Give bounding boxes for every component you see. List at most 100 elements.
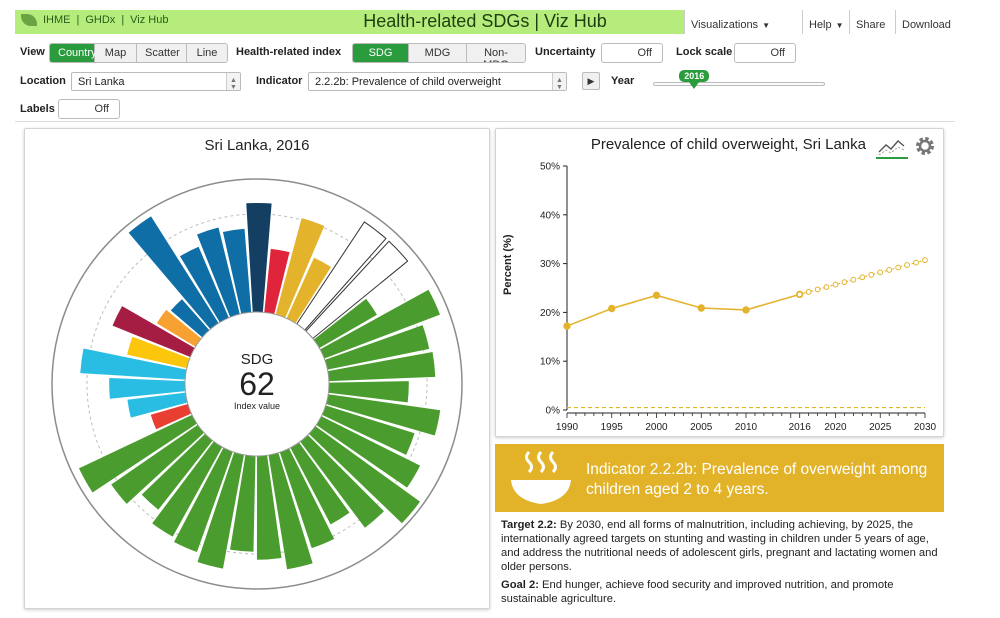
data-point[interactable]: [814, 286, 821, 293]
data-point[interactable]: [868, 271, 875, 278]
radial-bar[interactable]: [300, 434, 384, 528]
radial-bar[interactable]: [324, 325, 430, 370]
radial-bar[interactable]: [322, 405, 415, 455]
radial-bar[interactable]: [80, 348, 187, 380]
data-point[interactable]: [841, 279, 848, 286]
target-paragraph: Target 2.2: By 2030, end all forms of ma…: [501, 518, 938, 574]
radial-bar[interactable]: [197, 452, 244, 569]
y-tick-label: 30%: [540, 259, 560, 270]
visualizations-menu[interactable]: Visualizations ▼: [684, 10, 802, 34]
radial-bar[interactable]: [290, 442, 350, 525]
data-point[interactable]: [608, 304, 616, 313]
view-option-scatter[interactable]: Scatter: [137, 44, 187, 62]
data-point[interactable]: [742, 306, 750, 314]
radial-bar[interactable]: [246, 202, 272, 313]
data-point[interactable]: [859, 274, 866, 281]
brand-link-ihme[interactable]: IHME: [43, 14, 71, 26]
radial-bar[interactable]: [222, 228, 252, 314]
target-label: Target 2.2:: [501, 519, 557, 531]
radial-bar[interactable]: [328, 381, 409, 403]
data-point[interactable]: [832, 281, 839, 288]
share-button[interactable]: Share: [849, 10, 895, 34]
location-label: Location: [20, 75, 66, 87]
goal-paragraph: Goal 2: End hunger, achieve food securit…: [501, 578, 938, 606]
data-point[interactable]: [697, 304, 705, 312]
lock-scale-toggle[interactable]: Off: [734, 43, 796, 63]
radial-bar[interactable]: [174, 447, 233, 552]
y-tick-label: 10%: [540, 357, 560, 368]
radial-bar[interactable]: [170, 299, 210, 338]
data-point[interactable]: [805, 289, 812, 295]
indicator-select[interactable]: 2.2.2b: Prevalence of child overweight ▲…: [308, 72, 567, 91]
view-option-country[interactable]: Country: [50, 44, 97, 62]
radial-bar[interactable]: [179, 246, 229, 323]
data-point[interactable]: [877, 269, 884, 276]
header-menu: Visualizations ▼ Help ▼ Share Download: [684, 10, 955, 34]
labels-toggle[interactable]: Off: [58, 99, 120, 119]
radial-bar[interactable]: [197, 227, 240, 318]
data-point[interactable]: [652, 291, 661, 300]
radial-bar[interactable]: [156, 309, 202, 347]
view-label: View: [20, 46, 45, 58]
help-menu[interactable]: Help ▼: [802, 10, 849, 34]
data-point[interactable]: [904, 262, 911, 268]
download-button[interactable]: Download: [895, 10, 955, 34]
x-tick-label: 2000: [645, 422, 668, 433]
x-tick-label: 1995: [601, 422, 624, 433]
line-chart-view-icon[interactable]: [876, 135, 908, 159]
radial-bars: [78, 202, 441, 570]
bowl-icon: [511, 450, 571, 504]
data-point[interactable]: [823, 284, 830, 290]
uncertainty-toggle[interactable]: Off: [601, 43, 663, 63]
radial-bar[interactable]: [275, 218, 325, 318]
data-point[interactable]: [913, 259, 919, 266]
data-point[interactable]: [895, 264, 902, 271]
play-button[interactable]: ▶: [582, 72, 600, 90]
location-select[interactable]: Sri Lanka ▲ ▼: [71, 72, 241, 91]
view-option-map[interactable]: Map: [95, 44, 137, 62]
data-point[interactable]: [796, 291, 803, 298]
radial-bar[interactable]: [127, 336, 190, 369]
data-point[interactable]: [850, 276, 857, 283]
index-option-non-mdg[interactable]: Non-MDG: [467, 44, 525, 62]
radial-bar[interactable]: [127, 392, 188, 418]
radial-bar[interactable]: [141, 433, 213, 510]
data-point[interactable]: [886, 267, 893, 273]
radial-bar[interactable]: [268, 452, 313, 570]
radial-bar[interactable]: [230, 455, 256, 552]
index-option-mdg[interactable]: MDG: [409, 44, 467, 62]
radial-bar[interactable]: [152, 441, 223, 537]
radial-bar[interactable]: [256, 455, 282, 560]
app-header: IHME | GHDx | Viz Hub Health-related SDG…: [15, 10, 955, 34]
radial-bar[interactable]: [286, 257, 332, 324]
radial-bar[interactable]: [128, 216, 219, 330]
radial-bar[interactable]: [320, 289, 440, 359]
lock-scale-label: Lock scale: [676, 46, 733, 58]
radial-bar[interactable]: [279, 448, 335, 549]
radial-bar[interactable]: [78, 414, 197, 493]
settings-gear-icon[interactable]: [914, 135, 936, 157]
y-tick-label: 50%: [540, 162, 560, 173]
radial-bar[interactable]: [111, 424, 205, 504]
app-title: Health-related SDGs | Viz Hub: [363, 11, 607, 31]
radial-bar[interactable]: [150, 404, 192, 430]
radial-bar[interactable]: [326, 394, 441, 436]
target-text: By 2030, end all forms of malnutrition, …: [501, 519, 938, 573]
radial-bar[interactable]: [109, 378, 186, 399]
data-point[interactable]: [563, 322, 571, 330]
radial-bar[interactable]: [316, 416, 421, 488]
labels-label: Labels: [20, 103, 55, 115]
brand-link-vizhub[interactable]: Viz Hub: [130, 14, 169, 26]
radial-bar[interactable]: [313, 298, 377, 349]
brand-link-ghdx[interactable]: GHDx: [85, 14, 116, 26]
radial-bar[interactable]: [308, 426, 420, 524]
data-point[interactable]: [922, 257, 928, 264]
year-slider-handle[interactable]: [689, 82, 700, 89]
index-option-sdg[interactable]: SDG: [353, 44, 409, 62]
radial-bar[interactable]: [327, 352, 436, 382]
uncertainty-toggle-state: Off: [637, 47, 652, 59]
year-slider-track[interactable]: [653, 82, 825, 86]
radial-bar[interactable]: [112, 306, 195, 358]
view-option-line[interactable]: Line: [187, 44, 227, 62]
radial-bar[interactable]: [264, 248, 290, 315]
